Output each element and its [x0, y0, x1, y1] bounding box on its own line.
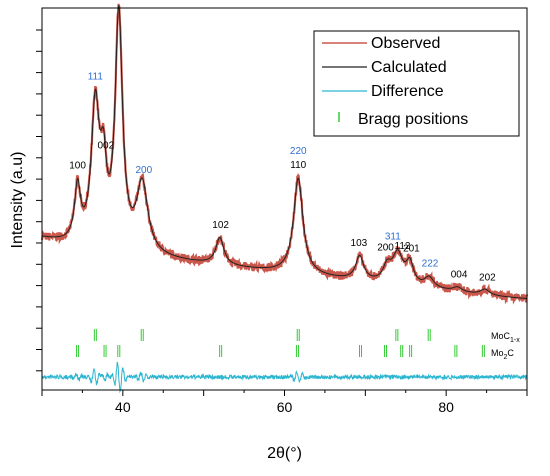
bragg-row-moc1x — [93, 329, 431, 341]
legend-item-calculated: Calculated — [322, 59, 447, 76]
plot-area: MoC1-xMo2C100111002101200102220110103311… — [40, 3, 529, 394]
peak-annotation-102: 102 — [212, 220, 229, 231]
peak-annotation-201: 201 — [403, 243, 420, 254]
legend-item-bragg: Bragg positions — [338, 111, 468, 128]
phase-label-mo2c: Mo2C — [491, 348, 514, 361]
y-axis-title: Intensity (a.u) — [9, 152, 26, 249]
phase-label-text: Mo — [491, 348, 504, 358]
axis-titles: 2θ(°) Intensity (a.u) — [9, 152, 302, 462]
peak-annotation-111: 111 — [88, 71, 104, 82]
peak-annotation-004: 004 — [451, 269, 468, 280]
peak-annotation-311: 311 — [385, 231, 401, 242]
phase-label-text: C — [507, 348, 514, 358]
peak-annotation-002: 002 — [98, 140, 115, 151]
legend-item-observed: Observed — [322, 35, 440, 52]
phase-label-text: MoC — [491, 331, 511, 341]
peak-annotation-202: 202 — [479, 272, 496, 283]
phase-label-moc: MoC1-x — [491, 331, 520, 344]
peak-annotation-200: 200 — [136, 165, 153, 176]
axes: 40 60 80 — [36, 7, 528, 415]
peak-annotation-222: 222 — [422, 258, 439, 269]
phase-label-subscript: 2 — [504, 354, 508, 361]
peak-annotation-220: 220 — [290, 146, 307, 157]
x-axis-title: 2θ(°) — [267, 445, 302, 462]
peak-annotation-110: 110 — [290, 160, 306, 171]
peak-annotation-103: 103 — [351, 238, 368, 249]
series-calculated-line — [41, 4, 528, 300]
bragg-row-mo2c — [76, 345, 485, 357]
legend: Observed Calculated Difference Bragg positi… — [313, 30, 520, 137]
legend-label: Observed — [371, 35, 440, 52]
x-tick-label: 40 — [115, 399, 131, 415]
peak-annotations: 1001110021012001022201101033111122002012… — [69, 71, 496, 283]
legend-label: Calculated — [371, 59, 447, 76]
peak-annotation-200: 200 — [377, 242, 394, 253]
legend-label: Bragg positions — [358, 111, 468, 128]
x-tick-label: 80 — [438, 399, 454, 415]
peak-annotation-100: 100 — [69, 161, 86, 172]
legend-label: Difference — [371, 83, 444, 100]
legend-item-difference: Difference — [322, 83, 444, 100]
series-difference-line — [41, 361, 528, 394]
legend-box — [313, 30, 520, 137]
x-tick-label: 60 — [277, 399, 293, 415]
peak-annotation-112: 112 — [395, 241, 411, 252]
phase-label-subscript: 1-x — [510, 337, 520, 344]
